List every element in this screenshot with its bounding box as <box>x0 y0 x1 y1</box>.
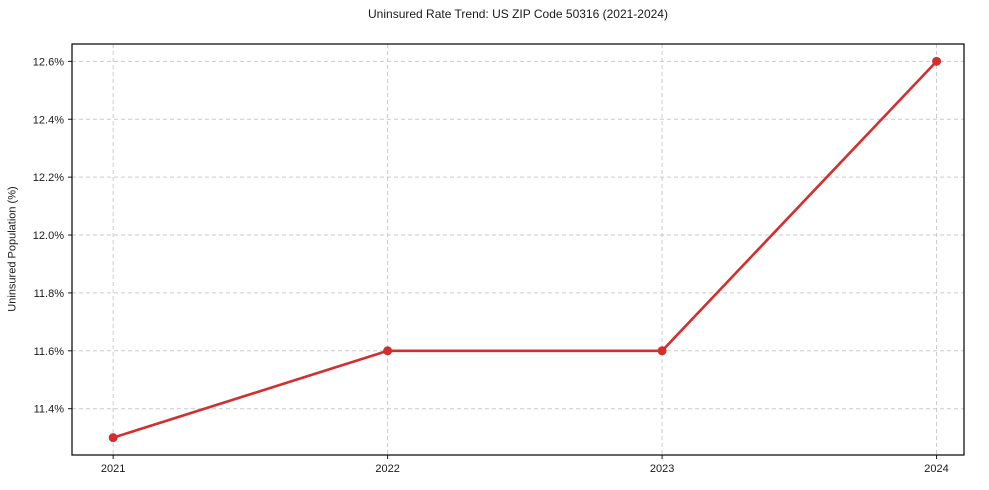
y-tick-label: 11.4% <box>34 404 65 416</box>
y-tick-label: 12.0% <box>33 230 64 242</box>
x-tick-label: 2024 <box>924 463 948 475</box>
x-tick-label: 2023 <box>650 463 674 475</box>
y-tick-label: 12.4% <box>33 114 64 126</box>
data-point <box>108 433 118 443</box>
plot-border <box>71 43 965 456</box>
chart-title: Uninsured Rate Trend: US ZIP Code 50316 … <box>368 7 668 21</box>
x-tick-label: 2021 <box>101 463 125 475</box>
trend-line <box>111 60 938 439</box>
data-point <box>383 346 393 356</box>
y-tick-label: 11.8% <box>34 288 65 300</box>
y-tick-label: 11.6% <box>34 346 65 358</box>
data-point <box>657 346 667 356</box>
x-tick-label: 2022 <box>375 463 399 475</box>
data-point <box>932 56 942 66</box>
y-tick-label: 12.6% <box>33 56 64 68</box>
y-tick-label: 12.2% <box>33 172 64 184</box>
